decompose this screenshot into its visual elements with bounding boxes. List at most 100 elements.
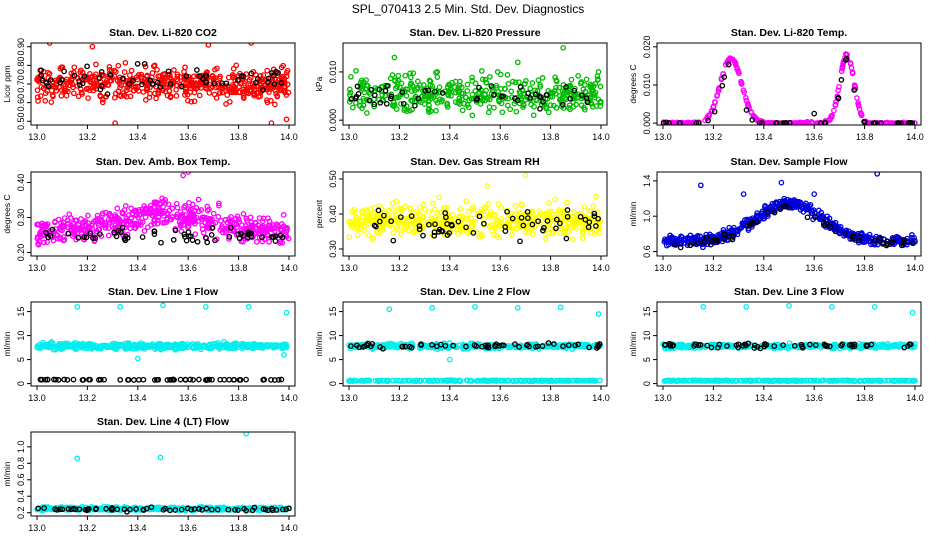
data-point <box>759 120 765 125</box>
data-point <box>479 76 486 83</box>
data-point <box>745 102 751 109</box>
data-point <box>559 101 566 108</box>
data-point <box>704 114 711 121</box>
data-point <box>187 342 194 348</box>
data-point <box>280 212 287 218</box>
data-point <box>81 234 87 240</box>
data-point <box>450 342 457 349</box>
y-tick-label: 0.20 <box>16 244 26 262</box>
data-point <box>589 86 595 93</box>
data-point <box>485 109 492 116</box>
data-point <box>56 225 63 231</box>
data-point <box>595 215 601 222</box>
data-point <box>137 211 143 218</box>
data-point <box>120 75 126 82</box>
data-point <box>182 92 188 98</box>
data-point <box>371 92 378 99</box>
data-point <box>525 229 532 235</box>
data-point <box>181 345 187 351</box>
data-point <box>229 219 236 226</box>
data-point <box>472 303 478 310</box>
data-point <box>510 378 517 385</box>
panel-title: Stan. Dev. Li-820 Pressure <box>409 27 540 39</box>
data-point <box>545 377 551 384</box>
data-point <box>352 226 359 232</box>
data-point <box>909 309 916 316</box>
data-point <box>360 95 367 102</box>
data-point <box>545 109 552 116</box>
data-point <box>74 303 81 310</box>
data-point <box>426 208 432 215</box>
data-point <box>527 85 534 92</box>
data-point <box>348 73 354 80</box>
data-point <box>484 343 491 350</box>
x-tick-label: 13.0 <box>340 263 358 273</box>
data-point <box>593 103 600 109</box>
data-point <box>481 220 487 227</box>
data-point <box>416 377 423 384</box>
data-point <box>442 377 449 384</box>
data-point <box>346 86 353 93</box>
data-point <box>553 216 560 223</box>
data-point <box>375 377 382 384</box>
x-tick-label: 13.4 <box>129 132 147 142</box>
data-point <box>71 64 78 71</box>
data-point <box>591 213 598 220</box>
data-point <box>595 76 601 83</box>
data-point <box>442 342 449 349</box>
data-point <box>509 215 516 222</box>
data-point <box>864 235 871 242</box>
data-point <box>553 84 559 91</box>
data-point <box>46 70 53 77</box>
data-point <box>356 102 363 109</box>
data-point <box>436 194 443 201</box>
data-point <box>215 344 221 351</box>
data-point <box>200 343 207 350</box>
plot-frame <box>656 171 922 257</box>
data-point <box>94 81 100 87</box>
data-point <box>444 232 451 238</box>
data-point <box>569 341 575 348</box>
data-point <box>154 66 160 73</box>
data-point <box>560 44 567 51</box>
y-axis-label: ml/min <box>2 331 12 356</box>
x-tick-label: 13.6 <box>491 393 509 403</box>
data-point <box>183 237 190 244</box>
data-points <box>660 51 918 125</box>
data-point <box>112 120 118 125</box>
data-point <box>70 376 77 383</box>
y-axis-label: degrees C <box>2 194 12 233</box>
data-point <box>241 88 248 95</box>
data-point <box>910 240 916 247</box>
x-tick-label: 13.2 <box>79 132 97 142</box>
data-point <box>517 238 523 245</box>
data-point <box>416 204 423 211</box>
data-point <box>855 100 861 106</box>
data-point <box>420 201 427 208</box>
data-point <box>909 234 915 241</box>
data-point <box>894 120 901 125</box>
data-point <box>55 235 61 242</box>
data-point <box>399 343 406 350</box>
data-point <box>849 70 856 77</box>
data-point <box>104 91 111 97</box>
data-point <box>194 238 201 245</box>
data-point <box>596 229 603 236</box>
data-point <box>525 90 531 97</box>
data-point <box>407 343 413 350</box>
y-tick-label: 0.50 <box>328 170 338 188</box>
data-point <box>368 86 375 93</box>
data-point <box>247 82 254 88</box>
data-point <box>48 99 55 105</box>
data-point <box>214 65 220 72</box>
data-point <box>549 211 556 218</box>
data-point <box>398 206 405 213</box>
data-point <box>901 341 908 348</box>
data-point <box>87 345 94 351</box>
x-tick-label: 13.6 <box>179 132 197 142</box>
data-point <box>744 223 751 229</box>
data-point <box>264 231 271 238</box>
data-point <box>519 202 525 209</box>
data-point <box>498 204 505 211</box>
data-point <box>754 213 761 219</box>
